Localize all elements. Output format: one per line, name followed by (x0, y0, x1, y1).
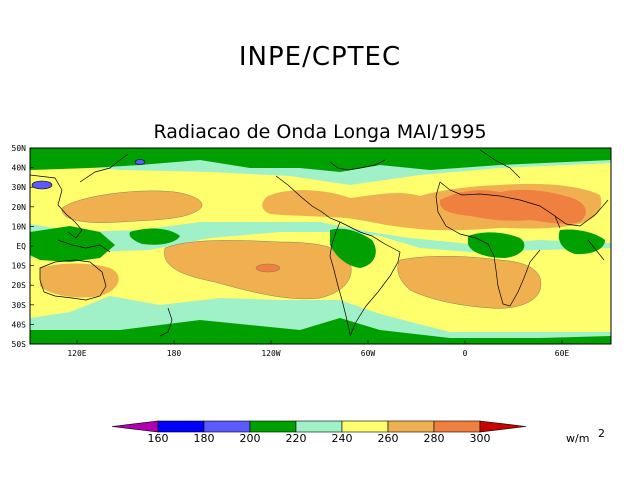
lat-label-30n: 30N (12, 183, 27, 192)
colorbar-swatch (157, 420, 205, 433)
lon-label-0: 0 (463, 349, 468, 358)
olr-field (30, 148, 611, 344)
colorbar-label-260: 260 (378, 432, 399, 445)
lat-label-50s: 50S (12, 340, 27, 349)
olr-180-200-regions (31, 159, 146, 190)
lat-label-eq: EQ (16, 242, 26, 251)
colorbar-label-220: 220 (286, 432, 307, 445)
colorbar-swatch (433, 420, 481, 433)
olr-200-220-regions (30, 148, 611, 344)
colorbar-label-240: 240 (332, 432, 353, 445)
lat-label-30s: 30S (12, 301, 27, 310)
colorbar-swatch (295, 420, 343, 433)
colorbar-above-300-triangle (479, 420, 527, 433)
colorbar-swatch (203, 420, 251, 433)
colorbar-label-280: 280 (424, 432, 445, 445)
lon-label-180: 180 (167, 349, 182, 358)
lat-label-10n: 10N (12, 222, 27, 231)
lat-label-20s: 20S (12, 281, 27, 290)
colorbar-swatch (341, 420, 389, 433)
lat-label-40n: 40N (12, 164, 27, 173)
units-exponent: 2 (598, 427, 605, 440)
lat-label-10s: 10S (12, 262, 27, 271)
org-title: INPE/CPTEC (238, 42, 402, 72)
latitude-axis: 50N 40N 30N 20N 10N EQ 10S 20S 30S 40S 5… (12, 144, 34, 349)
colorbar-label-180: 180 (194, 432, 215, 445)
lat-label-40s: 40S (12, 320, 27, 329)
colorbar-label-200: 200 (240, 432, 261, 445)
lon-label-60w: 60W (361, 349, 376, 358)
colorbar-below-160-triangle (111, 420, 159, 433)
colorbar-label-300: 300 (470, 432, 491, 445)
olr-280-300-patch-pacific (255, 263, 281, 273)
colorbar (111, 420, 527, 433)
lon-label-60e: 60E (555, 349, 570, 358)
lat-label-50n: 50N (12, 144, 27, 153)
lat-label-20n: 20N (12, 203, 27, 212)
lon-label-120e: 120E (67, 349, 86, 358)
units-label: w/m (566, 432, 589, 445)
longitude-axis: 120E 180 120W 60W 0 60E (67, 340, 569, 358)
contour-lines (61, 190, 542, 309)
colorbar-label-160: 160 (148, 432, 169, 445)
olr-280-300-regions (439, 189, 586, 224)
colorbar-swatch (387, 420, 435, 433)
map-title: Radiacao de Onda Longa MAI/1995 (153, 121, 487, 143)
lon-label-120w: 120W (261, 349, 280, 358)
colorbar-swatch (249, 420, 297, 433)
coastlines (30, 149, 609, 337)
